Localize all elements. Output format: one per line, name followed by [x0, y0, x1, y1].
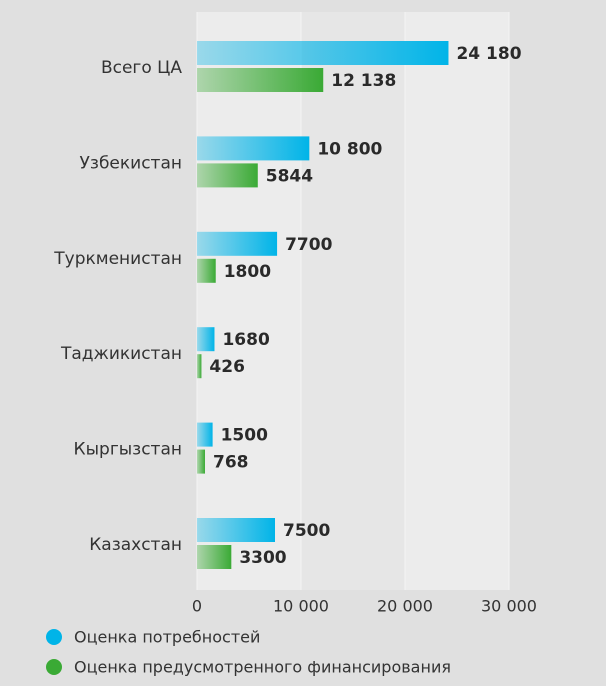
x-tick-label: 20 000 — [377, 597, 433, 616]
bar — [197, 163, 258, 188]
value-label: 1680 — [222, 330, 269, 350]
bar — [197, 258, 216, 283]
bar — [197, 422, 213, 447]
value-label: 3300 — [239, 548, 286, 568]
value-label: 7700 — [285, 235, 332, 255]
bar — [197, 545, 232, 569]
x-tick-label: 30 000 — [481, 597, 537, 616]
y-tick-label: Таджикистан — [60, 344, 182, 364]
legend-label: Оценка предусмотренного финансирования — [74, 658, 451, 677]
bar — [197, 41, 449, 65]
value-label: 768 — [213, 453, 249, 473]
legend-swatch — [46, 659, 62, 675]
value-label: 1500 — [221, 426, 268, 446]
x-tick-label: 0 — [192, 597, 202, 616]
value-label: 24 180 — [456, 44, 521, 64]
value-label: 426 — [209, 357, 245, 377]
y-tick-label: Казахстан — [89, 535, 182, 555]
value-label: 1800 — [224, 262, 271, 282]
bar — [197, 354, 202, 379]
plot-band — [301, 12, 405, 590]
bar — [197, 68, 324, 92]
value-label: 7500 — [283, 521, 330, 541]
legend-label: Оценка потребностей — [74, 628, 260, 647]
bar — [197, 231, 278, 256]
plot-band — [197, 12, 301, 590]
value-label: 5844 — [266, 166, 313, 186]
value-label: 10 800 — [317, 139, 382, 159]
bar — [197, 518, 275, 542]
y-tick-label: Всего ЦА — [101, 58, 182, 78]
y-tick-label: Кыргызстан — [74, 440, 182, 460]
bar — [197, 327, 215, 352]
value-label: 12 138 — [331, 71, 396, 91]
y-tick-label: Туркменистан — [53, 249, 182, 269]
legend-swatch — [46, 629, 62, 645]
bar — [197, 136, 310, 161]
y-tick-label: Узбекистан — [80, 153, 182, 173]
plot-band — [405, 12, 509, 590]
x-tick-label: 10 000 — [273, 597, 329, 616]
bar — [197, 449, 205, 474]
